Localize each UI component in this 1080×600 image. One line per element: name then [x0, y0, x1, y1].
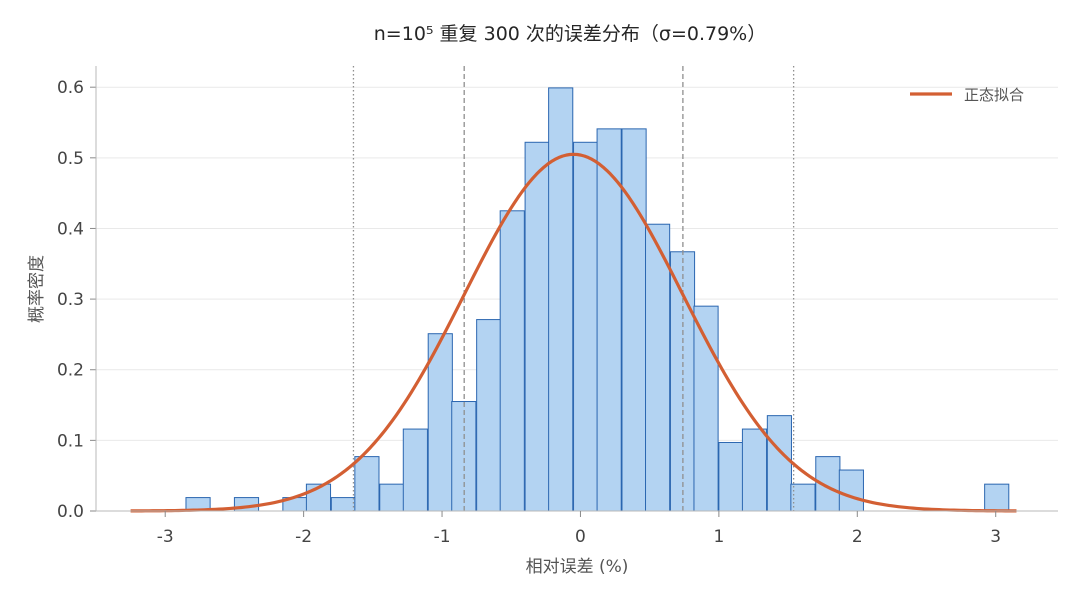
legend: 正态拟合 [910, 86, 1024, 104]
y-tick-label-6: 0.6 [57, 78, 84, 98]
histogram-bar-8 [427, 333, 453, 512]
histogram-bar-16 [621, 128, 647, 512]
reference-lines [352, 66, 795, 511]
x-axis-label: 相对误差 (%) [526, 557, 629, 577]
histogram-bar-26 [984, 483, 1010, 512]
histogram-bar-10 [476, 319, 502, 512]
histogram-bar-22 [766, 415, 792, 512]
histogram-bar-5 [354, 456, 380, 512]
histogram-bar-23 [790, 483, 816, 512]
x-tick-label-1: -2 [295, 527, 312, 547]
legend-label-normal-fit: 正态拟合 [964, 86, 1024, 104]
x-tick-label-2: -1 [434, 527, 451, 547]
histogram-bar-25 [838, 469, 864, 512]
histogram-bar-4 [330, 497, 356, 512]
y-axis-label: 概率密度 [27, 255, 47, 323]
y-tick-label-0: 0.0 [57, 502, 84, 522]
x-tick-label-3: 0 [575, 527, 586, 547]
histogram-bar-21 [741, 428, 768, 512]
y-tick-label-4: 0.4 [57, 219, 84, 239]
normal-fit-curve [130, 152, 1017, 513]
histogram-bar-11 [499, 210, 525, 512]
axes [90, 66, 1058, 517]
x-tick-label-0: -3 [157, 527, 174, 547]
histogram-bar-13 [548, 87, 574, 512]
x-tick-label-6: 3 [990, 527, 1001, 547]
x-tick-label-5: 2 [852, 527, 863, 547]
chart-title: n=10⁵ 重复 300 次的误差分布（σ=0.79%） [374, 23, 766, 45]
histogram-bar-17 [645, 223, 671, 512]
histogram-bar-15 [596, 128, 622, 512]
histogram-bar-12 [524, 141, 550, 512]
histogram-bar-20 [718, 441, 744, 512]
y-tick-label-1: 0.1 [57, 431, 84, 451]
y-tick-label-2: 0.2 [57, 361, 84, 381]
tick-labels: 0.0 0.1 0.2 0.3 0.4 0.5 0.6 -3 -2 -1 0 1 2 3 [57, 78, 1001, 547]
histogram-bar-7 [402, 428, 428, 512]
y-tick-label-5: 0.5 [57, 149, 84, 169]
y-tick-label-3: 0.3 [57, 290, 84, 310]
histogram-bar-6 [379, 483, 405, 512]
histogram-bar-14 [573, 141, 599, 512]
x-tick-label-4: 1 [713, 527, 724, 547]
